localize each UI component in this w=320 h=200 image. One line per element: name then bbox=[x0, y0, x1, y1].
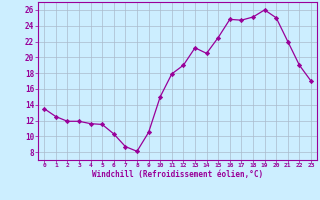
X-axis label: Windchill (Refroidissement éolien,°C): Windchill (Refroidissement éolien,°C) bbox=[92, 170, 263, 179]
